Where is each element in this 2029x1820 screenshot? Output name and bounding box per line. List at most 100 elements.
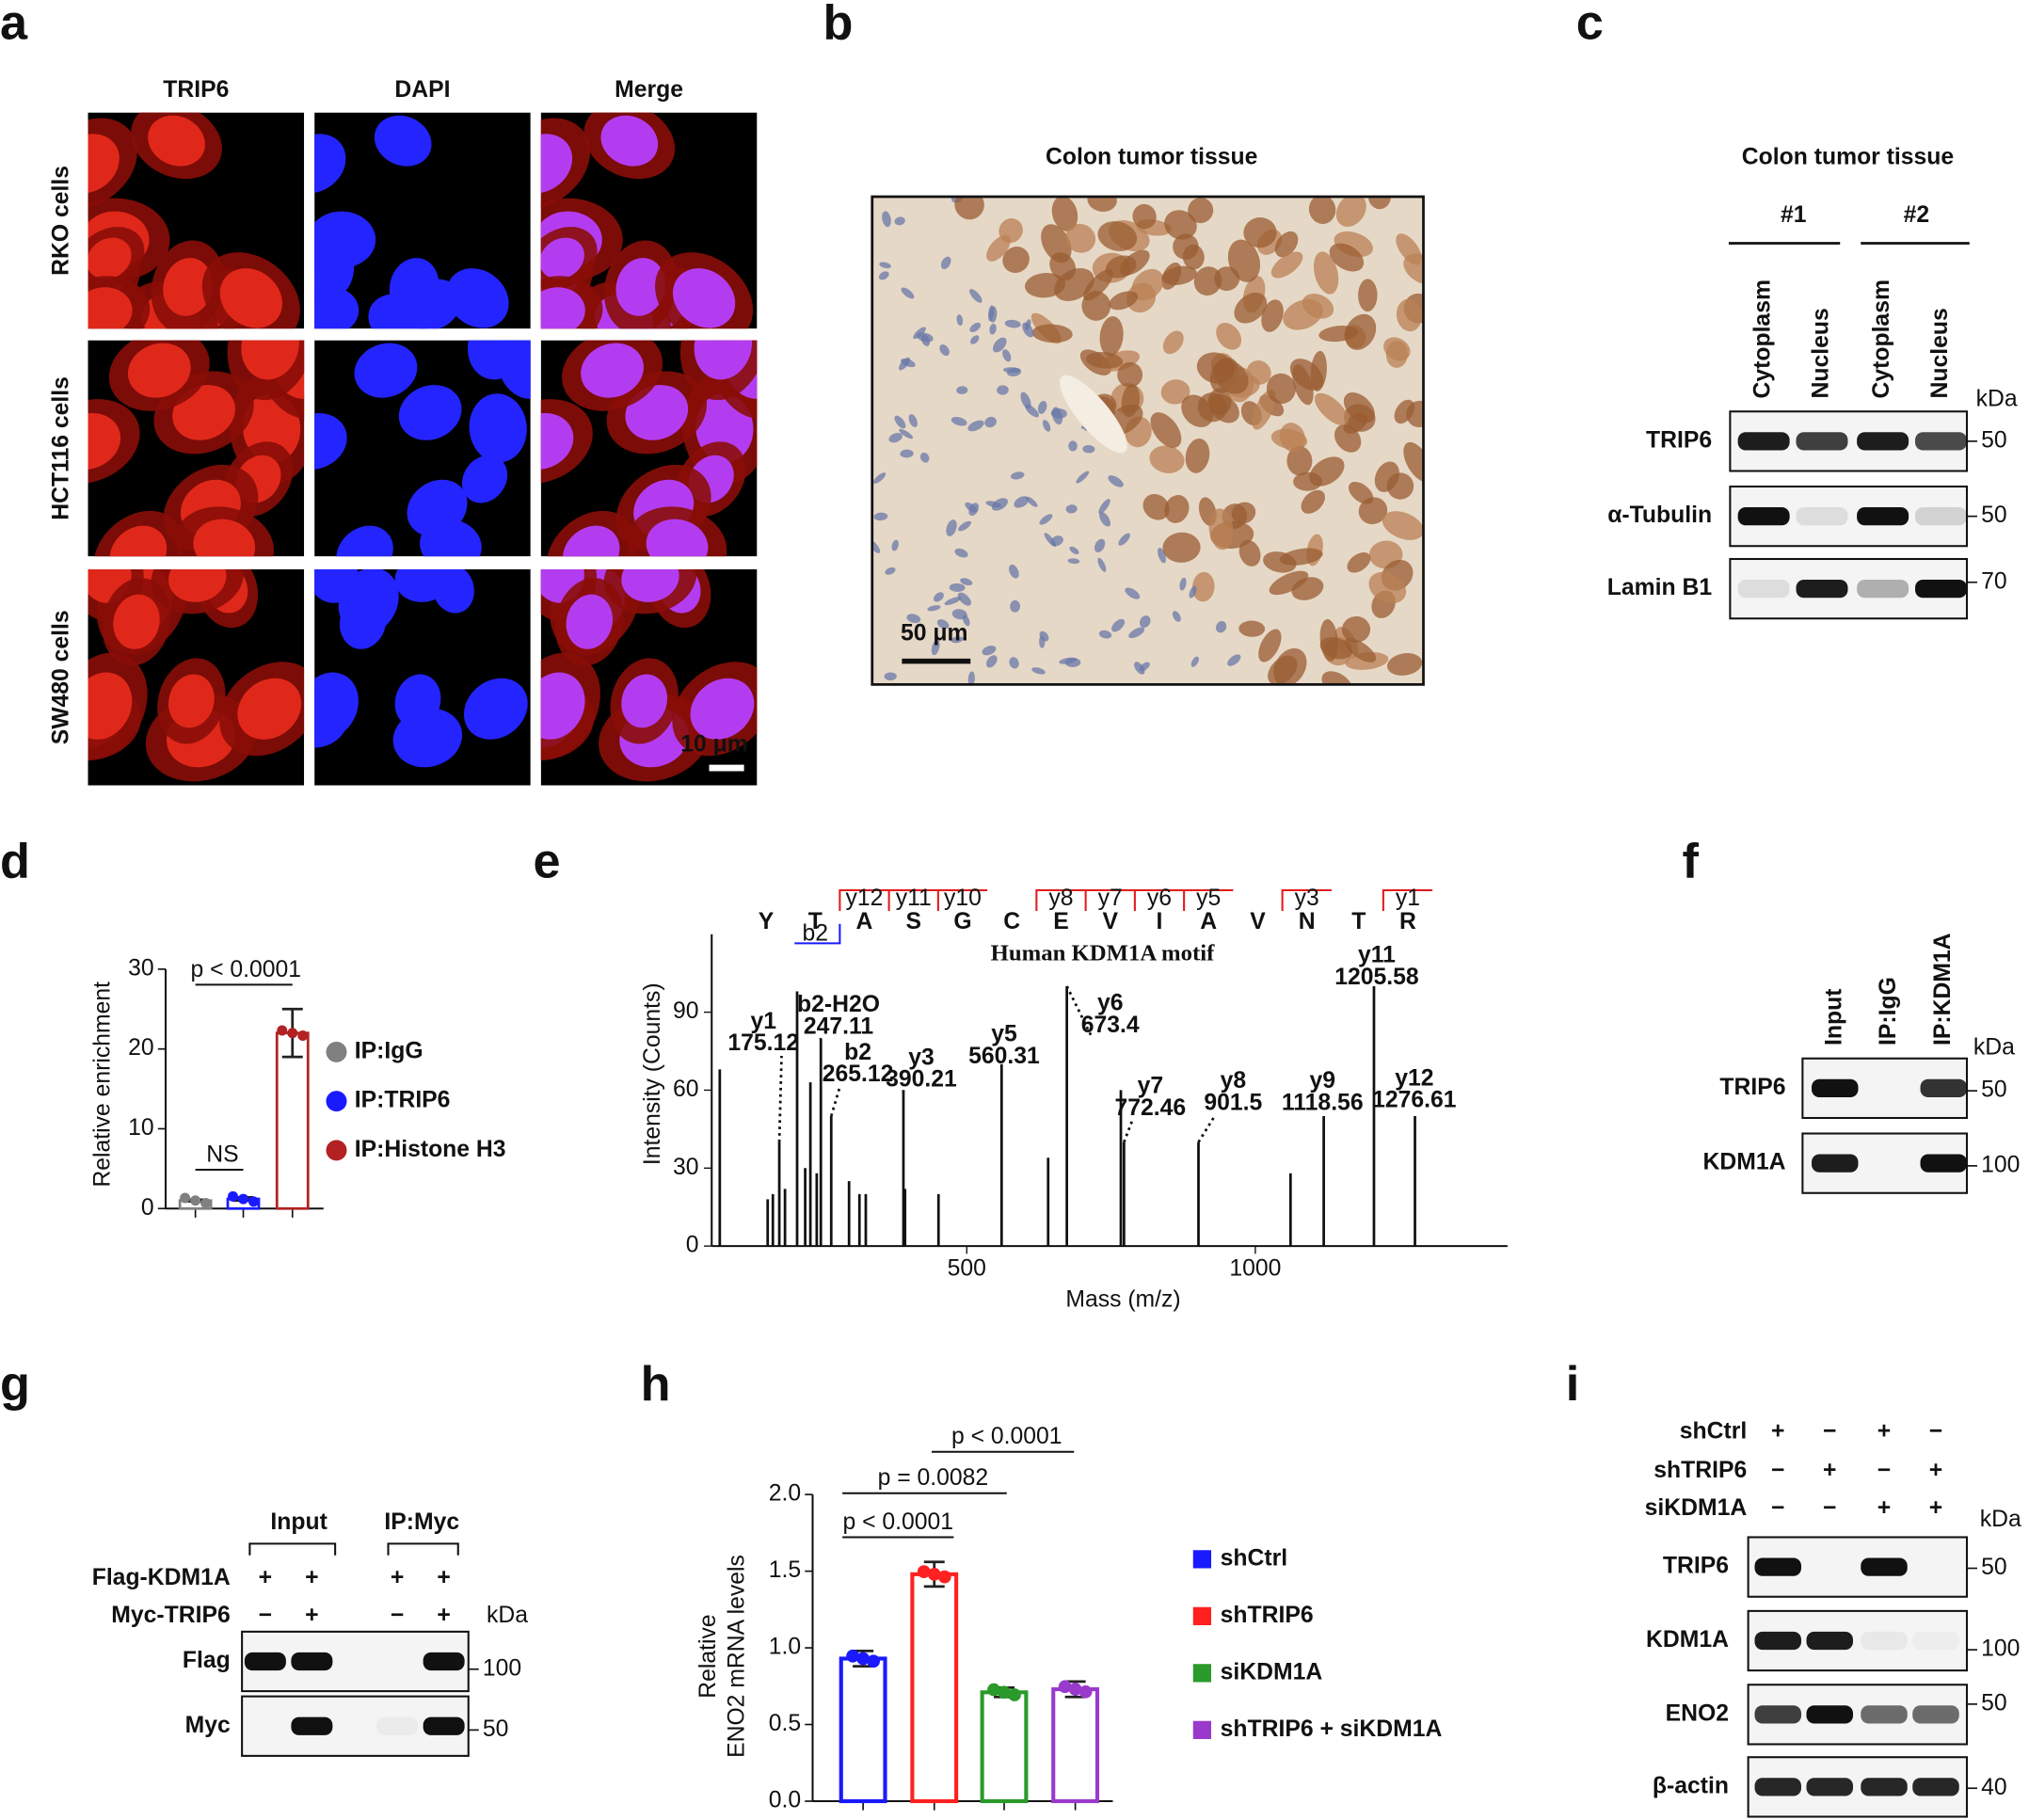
tissue-cell [1002, 367, 1021, 374]
blot-label: ENO2 [1666, 1700, 1729, 1726]
nucleus [540, 287, 585, 329]
tissue-cell [1108, 475, 1124, 487]
unit-label: kDa [1980, 1507, 2021, 1532]
blot-label: KDM1A [1646, 1627, 1729, 1652]
tissue-cell [1039, 631, 1049, 642]
tissue-cell [1283, 298, 1323, 330]
tissue-cell [956, 314, 964, 327]
tissue-cell [1334, 424, 1362, 453]
tissue-cell [1039, 514, 1053, 525]
tissue-cell [1010, 471, 1025, 480]
nucleus [113, 594, 160, 649]
blot-label: TRIP6 [1719, 1075, 1785, 1100]
group-bracket [248, 1542, 337, 1556]
y-tick-label: 10 [128, 1115, 154, 1141]
tissue-cell [1085, 352, 1124, 369]
unit-label: kDa [1976, 386, 2018, 411]
tissue-cell [1068, 440, 1078, 452]
blot-band [1806, 1778, 1853, 1796]
group-bracket [387, 1542, 459, 1556]
tissue-cell [1190, 656, 1199, 667]
ion-bracket [839, 888, 889, 911]
data-point [917, 1565, 931, 1578]
y-tick-label: 90 [673, 998, 699, 1024]
tissue-cell [1341, 615, 1371, 644]
nucleus [540, 672, 585, 740]
legend-label: IP:IgG [355, 1038, 423, 1063]
marker-label: 50 [1981, 427, 2007, 453]
marker-label: 100 [1981, 1152, 2020, 1177]
blot-band [1754, 1705, 1801, 1724]
tissue-cell [1097, 221, 1138, 251]
condition-state: − [1771, 1458, 1784, 1483]
panel-label: h [641, 1357, 671, 1412]
condition-state: − [259, 1603, 272, 1628]
legend-label: shTRIP6 + siKDM1A [1221, 1716, 1443, 1742]
data-point [287, 1028, 298, 1039]
tissue-cell [1182, 244, 1205, 270]
tissue-cell [1162, 330, 1184, 355]
nucleus [398, 385, 462, 440]
tissue-cell [1383, 337, 1411, 361]
condition-state: + [1929, 1458, 1942, 1483]
x-tick-label: 500 [948, 1255, 986, 1281]
tissue-cell [944, 597, 962, 606]
blot-band [1737, 579, 1790, 599]
tissue-cell [894, 216, 905, 226]
tissue-cell [962, 615, 970, 627]
peak-connector [1065, 985, 1094, 1039]
nucleus [581, 343, 644, 398]
tissue-cell [949, 583, 966, 592]
lane-label: Cytoplasm [1750, 279, 1776, 398]
ion-label: y1 [1396, 886, 1420, 911]
tissue-cell [1172, 611, 1181, 622]
tissue-cell [1313, 251, 1339, 295]
y-tick-label: 60 [673, 1077, 699, 1102]
tissue-cell [1121, 384, 1141, 418]
annotation: p < 0.0001 [842, 1509, 953, 1535]
blot-band [1920, 1154, 1967, 1173]
blot-band [1806, 1631, 1853, 1651]
legend-marker [326, 1091, 347, 1112]
tissue-cell [901, 287, 915, 299]
nucleus [168, 568, 227, 602]
peak-label: y1 [750, 1009, 776, 1034]
sequence-residue: T [1351, 909, 1366, 934]
y-axis-label: Intensity (Counts) [640, 982, 665, 1165]
nucleus [394, 568, 454, 602]
ion-bracket [1281, 888, 1332, 911]
nucleus [314, 412, 347, 471]
blot-label: α-Tubulin [1607, 503, 1712, 528]
tissue-cell [878, 271, 889, 280]
lane-label: Nucleus [1927, 308, 1953, 398]
micrograph [314, 112, 531, 329]
nucleus [467, 340, 526, 380]
legend-marker [1192, 1664, 1211, 1683]
row-label: HCT116 cells [49, 376, 74, 520]
nucleus [540, 412, 574, 471]
tissue-cell [936, 619, 950, 630]
tissue-cell [1358, 279, 1378, 312]
tissue-cell [1149, 445, 1185, 473]
x-axis-label: Mass (m/z) [1065, 1286, 1180, 1312]
blot-label: Flag [183, 1648, 231, 1673]
condition-state: − [391, 1603, 404, 1628]
condition-label: siKDM1A [1645, 1495, 1748, 1521]
row-label: SW480 cells [49, 610, 74, 744]
unit-label: kDa [487, 1603, 528, 1628]
peak-label: y12 [1395, 1065, 1433, 1091]
blot-band [1754, 1557, 1801, 1576]
tissue-cell [940, 256, 951, 270]
tissue-cell [1301, 489, 1325, 514]
data-point [297, 1030, 309, 1041]
tissue-cell [1111, 618, 1126, 632]
nucleus [168, 674, 215, 728]
nucleus [88, 237, 132, 279]
tissue-cell [1014, 496, 1030, 508]
peak-label: y3 [908, 1045, 935, 1070]
tissue-cell [989, 323, 997, 335]
tissue-cell [967, 420, 984, 432]
tissue-cell [1261, 299, 1284, 332]
column-header: Merge [615, 77, 683, 103]
data-point [1068, 1683, 1082, 1696]
